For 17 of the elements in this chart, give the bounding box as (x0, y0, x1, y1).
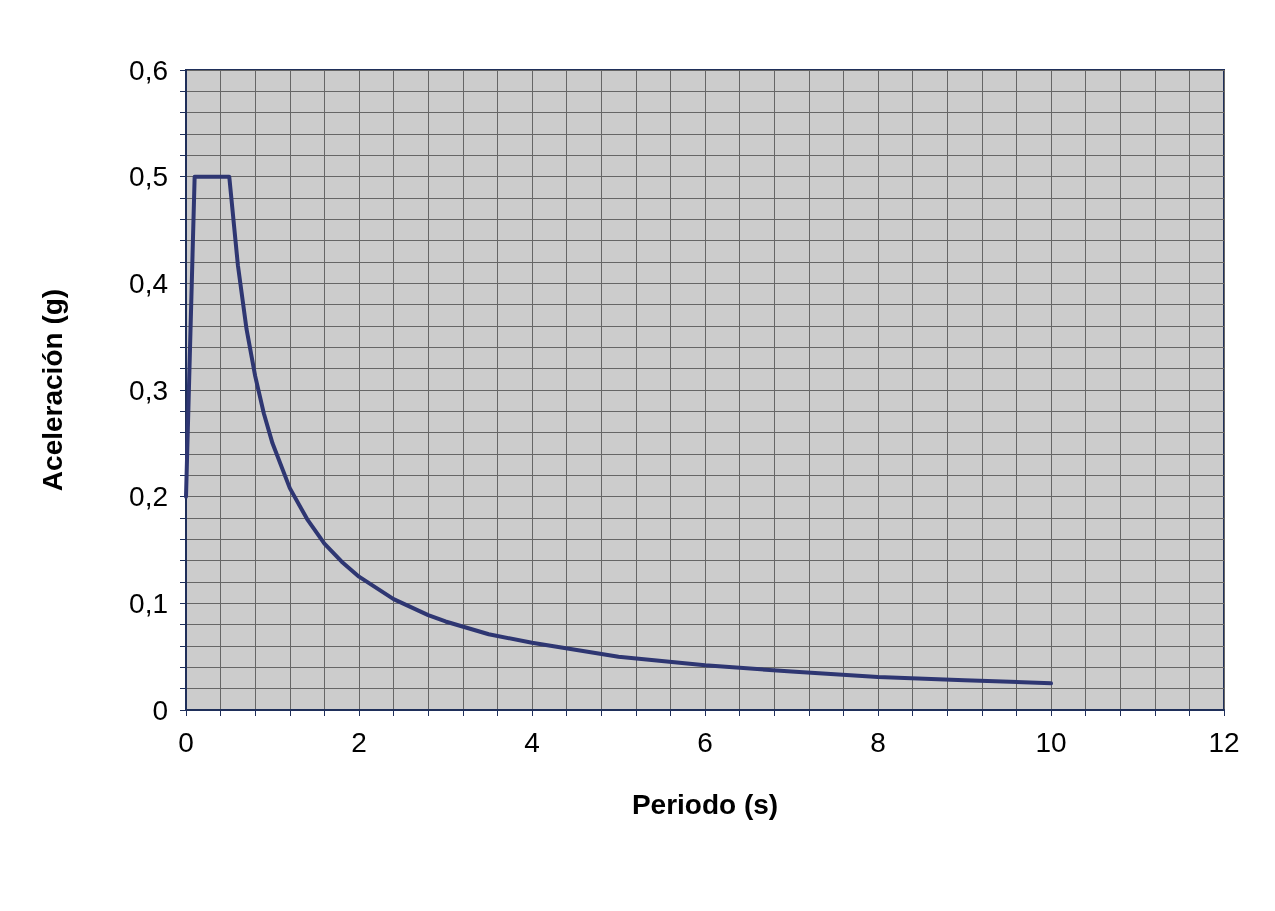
x-tick-label: 8 (870, 726, 886, 758)
y-axis-title: Aceleración (g) (36, 288, 68, 492)
x-tick-label: 0 (178, 726, 194, 758)
y-tick-label: 0,2 (129, 481, 168, 513)
x-tick-label: 6 (697, 726, 713, 758)
x-tick-label: 4 (524, 726, 540, 758)
y-tick-label: 0,3 (129, 374, 168, 406)
y-tick-label: 0,6 (129, 54, 168, 86)
x-tick-label: 10 (1035, 726, 1067, 758)
x-axis-title: Periodo (s) (631, 788, 779, 820)
line-series (184, 174, 1053, 686)
y-tick-label: 0 (152, 694, 168, 726)
x-tick-label: 12 (1208, 726, 1240, 758)
x-tick-label: 2 (351, 726, 367, 758)
y-tick-label: 0,4 (129, 267, 168, 299)
y-tick-label: 0,5 (129, 161, 168, 193)
y-tick-label: 0,1 (129, 587, 168, 619)
